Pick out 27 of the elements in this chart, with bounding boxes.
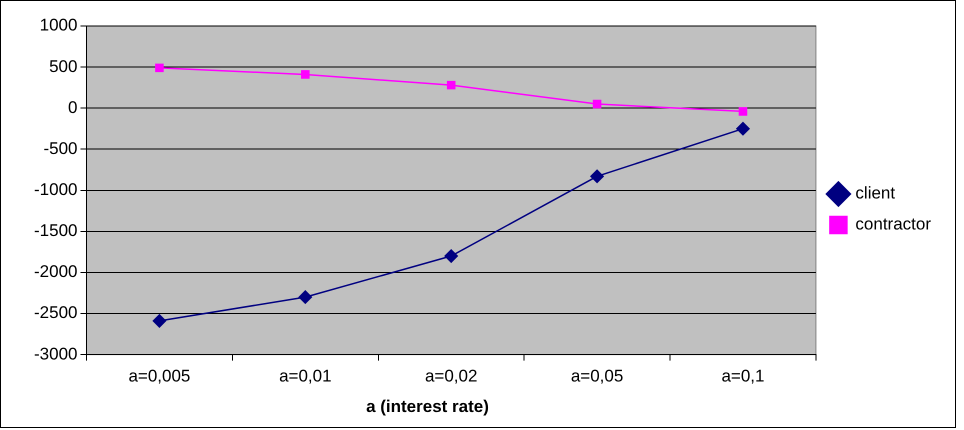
point bbox=[592, 100, 602, 108]
y-tick-label: -2000 bbox=[34, 262, 78, 282]
y-tick-label: -2500 bbox=[34, 303, 78, 322]
x-tick-label: a=0,02 bbox=[424, 366, 478, 386]
y-tick-label: -1500 bbox=[34, 221, 78, 240]
point bbox=[446, 80, 456, 90]
point bbox=[444, 249, 458, 263]
x-axis-title: a (interest rate) bbox=[365, 397, 490, 417]
y-tick-label: -1000 bbox=[34, 180, 78, 199]
legend-label: client bbox=[855, 184, 896, 203]
point bbox=[738, 107, 748, 116]
point bbox=[301, 70, 310, 79]
point bbox=[736, 122, 750, 136]
y-tick-label: 1000 bbox=[40, 16, 78, 35]
x-tick-label: a=0,01 bbox=[279, 366, 332, 386]
y-tick-label: -500 bbox=[43, 138, 78, 158]
point bbox=[155, 64, 164, 72]
point bbox=[152, 314, 166, 328]
y-tick-label: -3000 bbox=[34, 344, 78, 364]
x-tick-label: a=0,05 bbox=[570, 366, 624, 386]
point bbox=[298, 290, 312, 304]
x-tick-label: a=0,005 bbox=[128, 366, 190, 386]
point bbox=[590, 170, 604, 184]
x-tick-label: a=0,1 bbox=[721, 366, 764, 386]
y-tick-label: 0 bbox=[68, 98, 78, 117]
y-tick-label: 500 bbox=[49, 56, 78, 76]
legend-label: contractor bbox=[855, 214, 932, 234]
